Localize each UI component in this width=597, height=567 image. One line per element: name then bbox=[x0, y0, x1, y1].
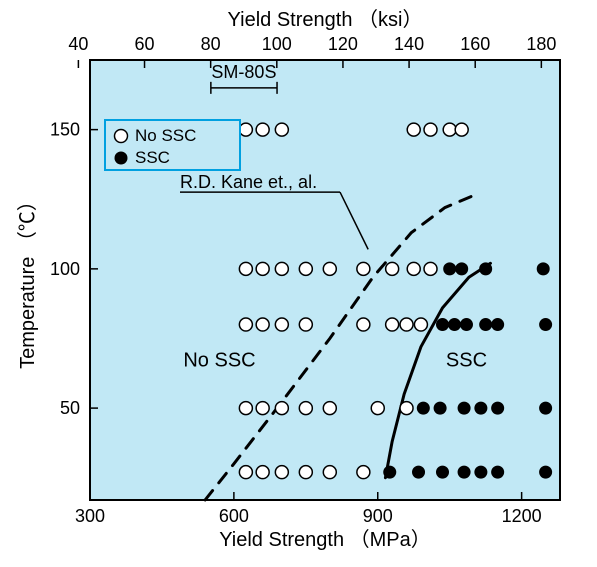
point-no-ssc bbox=[275, 402, 288, 415]
x-tick-label: 600 bbox=[219, 506, 249, 526]
point-no-ssc bbox=[357, 262, 370, 275]
point-no-ssc bbox=[239, 402, 252, 415]
point-no-ssc bbox=[256, 123, 269, 136]
point-ssc bbox=[448, 318, 461, 331]
point-ssc bbox=[474, 466, 487, 479]
point-ssc bbox=[479, 318, 492, 331]
point-no-ssc bbox=[275, 123, 288, 136]
x-top-tick-label: 120 bbox=[328, 34, 358, 54]
point-ssc bbox=[417, 402, 430, 415]
point-no-ssc bbox=[275, 466, 288, 479]
sm80s-label: SM-80S bbox=[211, 62, 276, 82]
point-no-ssc bbox=[323, 262, 336, 275]
point-no-ssc bbox=[386, 318, 399, 331]
x-top-tick-label: 180 bbox=[526, 34, 556, 54]
legend-label: No SSC bbox=[135, 126, 196, 145]
point-ssc bbox=[491, 466, 504, 479]
point-ssc bbox=[539, 402, 552, 415]
y-axis-title: Temperature （℃） bbox=[16, 191, 39, 369]
point-no-ssc bbox=[239, 262, 252, 275]
point-no-ssc bbox=[407, 262, 420, 275]
point-no-ssc bbox=[455, 123, 468, 136]
kane-pointer bbox=[340, 192, 368, 249]
point-ssc bbox=[458, 402, 471, 415]
point-no-ssc bbox=[299, 466, 312, 479]
point-no-ssc bbox=[414, 318, 427, 331]
point-ssc bbox=[479, 262, 492, 275]
y-tick-label: 150 bbox=[50, 120, 80, 140]
x-axis-title-top: Yield Strength （ksi） bbox=[228, 8, 423, 31]
legend-label: SSC bbox=[135, 148, 170, 167]
point-no-ssc bbox=[424, 262, 437, 275]
y-tick-label: 50 bbox=[60, 398, 80, 418]
kane-boundary-dashed bbox=[205, 196, 471, 500]
point-ssc bbox=[436, 318, 449, 331]
x-top-tick-label: 100 bbox=[262, 34, 292, 54]
x-tick-label: 900 bbox=[363, 506, 393, 526]
point-no-ssc bbox=[323, 402, 336, 415]
y-tick-label: 100 bbox=[50, 259, 80, 279]
point-no-ssc bbox=[371, 402, 384, 415]
chart-svg: 300 600 900 1200 Yield Strength （MPa） 40 60 80 1… bbox=[0, 0, 597, 567]
point-ssc bbox=[491, 318, 504, 331]
point-ssc bbox=[539, 466, 552, 479]
point-ssc bbox=[491, 402, 504, 415]
x-top-tick-label: 80 bbox=[201, 34, 221, 54]
point-no-ssc bbox=[256, 318, 269, 331]
x-tick-label: 300 bbox=[75, 506, 105, 526]
point-ssc bbox=[436, 466, 449, 479]
x-top-tick-label: 40 bbox=[68, 34, 88, 54]
legend-marker-open bbox=[115, 130, 128, 143]
point-no-ssc bbox=[424, 123, 437, 136]
point-no-ssc bbox=[407, 123, 420, 136]
point-no-ssc bbox=[239, 318, 252, 331]
point-ssc bbox=[537, 262, 550, 275]
point-ssc bbox=[460, 318, 473, 331]
point-no-ssc bbox=[256, 466, 269, 479]
point-ssc bbox=[474, 402, 487, 415]
point-no-ssc bbox=[239, 466, 252, 479]
x-axis-title-bottom: Yield Strength （MPa） bbox=[219, 528, 431, 551]
point-no-ssc bbox=[357, 318, 370, 331]
point-ssc bbox=[434, 402, 447, 415]
x-top-tick-label: 140 bbox=[394, 34, 424, 54]
point-no-ssc bbox=[275, 262, 288, 275]
legend-marker-filled bbox=[115, 152, 128, 165]
region-label: SSC bbox=[446, 349, 487, 371]
point-no-ssc bbox=[400, 318, 413, 331]
point-ssc bbox=[443, 262, 456, 275]
point-ssc bbox=[412, 466, 425, 479]
point-no-ssc bbox=[299, 318, 312, 331]
point-no-ssc bbox=[323, 466, 336, 479]
point-no-ssc bbox=[256, 402, 269, 415]
kane-annotation: R.D. Kane et., al. bbox=[180, 172, 317, 192]
point-no-ssc bbox=[357, 466, 370, 479]
point-no-ssc bbox=[239, 123, 252, 136]
point-no-ssc bbox=[299, 262, 312, 275]
point-no-ssc bbox=[400, 402, 413, 415]
x-top-tick-label: 160 bbox=[460, 34, 490, 54]
point-ssc bbox=[455, 262, 468, 275]
point-no-ssc bbox=[299, 402, 312, 415]
point-no-ssc bbox=[386, 262, 399, 275]
x-top-tick-label: 60 bbox=[135, 34, 155, 54]
point-ssc bbox=[383, 466, 396, 479]
point-no-ssc bbox=[275, 318, 288, 331]
point-ssc bbox=[458, 466, 471, 479]
region-label: No SSC bbox=[183, 349, 255, 371]
point-ssc bbox=[539, 318, 552, 331]
point-no-ssc bbox=[256, 262, 269, 275]
x-tick-label: 1200 bbox=[502, 506, 542, 526]
point-no-ssc bbox=[443, 123, 456, 136]
